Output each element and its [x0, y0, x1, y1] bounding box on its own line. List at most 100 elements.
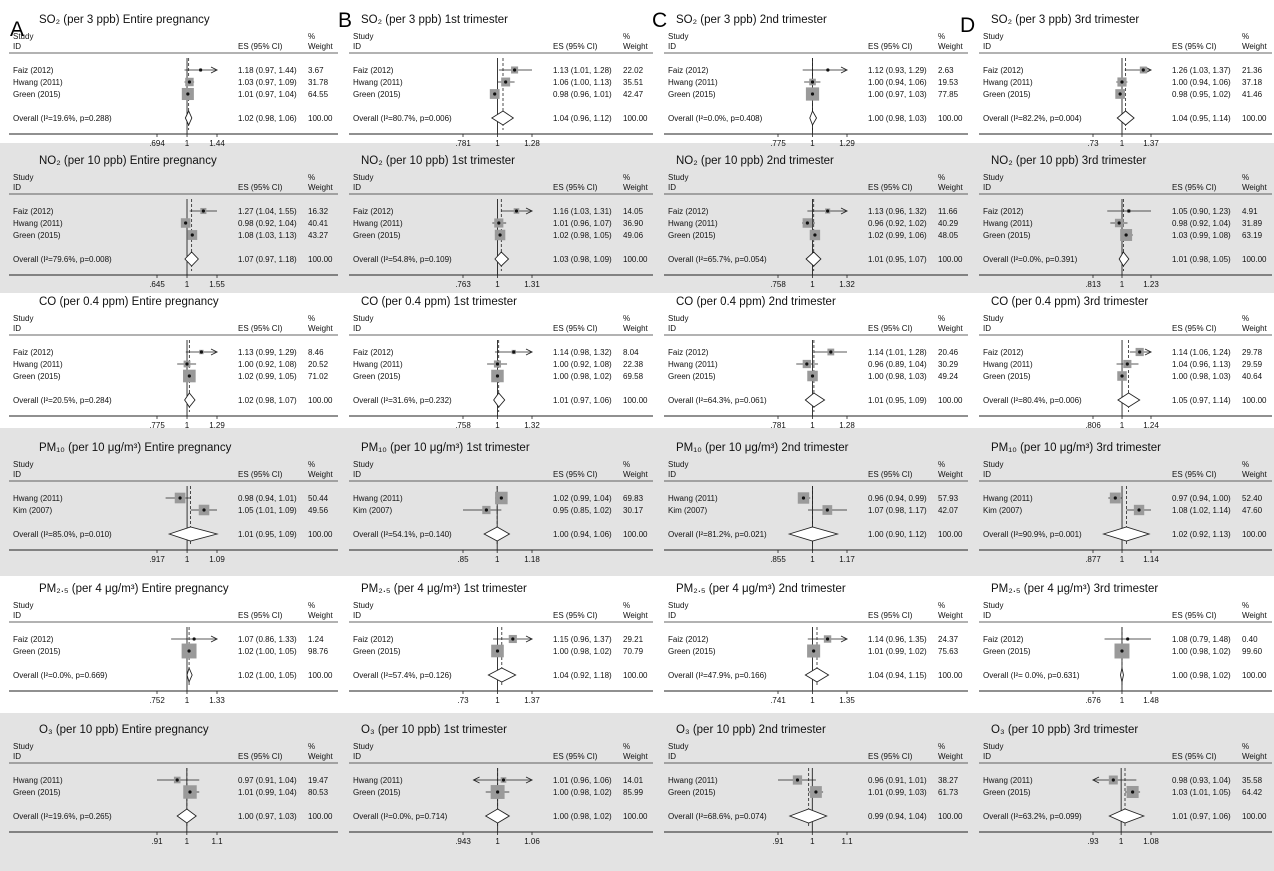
study-estimate: 1.07 (0.98, 1.17)	[868, 506, 927, 515]
point-estimate	[188, 790, 192, 794]
study-weight: 75.63	[938, 647, 959, 656]
overall-label: Overall (I²=90.9%, p=0.001)	[983, 530, 1082, 539]
study-weight: 98.76	[308, 647, 329, 656]
x-tick-label: 1	[1120, 139, 1125, 148]
overall-weight: 100.00	[1242, 530, 1267, 539]
header-es: ES (95% CI)	[553, 42, 598, 51]
study-estimate: 0.98 (0.94, 1.01)	[238, 494, 297, 503]
study-estimate: 1.14 (1.01, 1.28)	[868, 348, 927, 357]
header-weight: Weight	[1242, 324, 1268, 333]
header-percent: %	[1242, 460, 1249, 469]
forest-plot-panel: NO₂ (per 10 ppb) Entire pregnancy Study ID…	[5, 149, 340, 292]
header-weight: Weight	[938, 611, 964, 620]
arrow-right-icon	[840, 207, 849, 215]
forest-plot-svg: PM₂.₅ (per 4 μg/m³) 1st trimester StudyID…	[349, 583, 653, 705]
study-label: Kim (2007)	[13, 506, 52, 515]
study-label: Hwang (2011)	[353, 776, 403, 785]
study-estimate: 1.13 (0.96, 1.32)	[868, 207, 927, 216]
study-estimate: 1.01 (0.97, 1.04)	[238, 90, 297, 99]
panel-title: PM₂.₅ (per 4 μg/m³) 2nd trimester	[676, 583, 846, 595]
overall-label: Overall (I²=19.6%, p=0.288)	[13, 114, 112, 123]
x-tick-label: .781	[455, 139, 471, 148]
study-weight: 1.24	[308, 635, 324, 644]
study-estimate: 1.00 (0.94, 1.06)	[1172, 78, 1231, 87]
study-label: Green (2015)	[353, 90, 401, 99]
study-weight: 14.01	[623, 776, 644, 785]
header-id: ID	[13, 324, 21, 333]
header-percent: %	[308, 742, 315, 751]
study-estimate: 1.14 (0.98, 1.32)	[553, 348, 612, 357]
point-estimate	[810, 374, 815, 378]
header-es: ES (95% CI)	[238, 42, 283, 51]
header-study: Study	[353, 460, 373, 469]
x-tick-label: .806	[1085, 421, 1101, 430]
point-estimate	[185, 362, 189, 366]
header-es: ES (95% CI)	[868, 470, 913, 479]
header-id: ID	[983, 42, 991, 51]
study-weight: 71.02	[308, 372, 329, 381]
row-band	[0, 143, 1274, 293]
study-estimate: 1.07 (0.86, 1.33)	[238, 635, 297, 644]
point-estimate	[1118, 92, 1122, 96]
overall-diamond	[184, 392, 196, 408]
overall-estimate: 1.00 (0.90, 1.12)	[868, 530, 927, 539]
overall-diamond	[1102, 526, 1151, 542]
study-estimate: 1.01 (0.99, 1.03)	[868, 788, 927, 797]
point-estimate	[499, 496, 503, 500]
arrow-left-icon	[1091, 776, 1100, 784]
header-study: Study	[353, 742, 373, 751]
header-percent: %	[1242, 742, 1249, 751]
header-weight: Weight	[623, 470, 649, 479]
panel-title: NO₂ (per 10 ppb) 1st trimester	[361, 155, 515, 167]
x-tick-label: 1.1	[211, 837, 223, 846]
x-tick-label: 1	[810, 555, 815, 564]
forest-plot-svg: NO₂ (per 10 ppb) Entire pregnancy StudyID…	[9, 155, 338, 289]
forest-plot-svg: PM₁₀ (per 10 μg/m³) Entire pregnancy Stud…	[9, 442, 338, 564]
study-weight: 49.06	[623, 231, 644, 240]
study-label: Green (2015)	[983, 231, 1031, 240]
x-tick-label: .775	[149, 421, 165, 430]
study-label: Hwang (2011)	[13, 78, 63, 87]
x-tick-label: 1	[185, 696, 190, 705]
x-tick-label: 1.37	[524, 696, 540, 705]
study-estimate: 1.27 (1.04, 1.55)	[238, 207, 297, 216]
x-tick-label: 1.55	[209, 280, 225, 289]
overall-estimate: 1.04 (0.92, 1.18)	[553, 671, 612, 680]
study-label: Faiz (2012)	[668, 207, 709, 216]
x-tick-label: 1.48	[1143, 696, 1159, 705]
header-percent: %	[623, 460, 630, 469]
overall-label: Overall (I²=20.5%, p=0.284)	[13, 396, 112, 405]
overall-estimate: 1.00 (0.98, 1.02)	[1172, 671, 1231, 680]
overall-diamond	[487, 667, 517, 683]
study-label: Hwang (2011)	[13, 219, 63, 228]
header-percent: %	[938, 314, 945, 323]
study-estimate: 1.00 (0.92, 1.08)	[553, 360, 612, 369]
header-weight: Weight	[1242, 42, 1268, 51]
forest-plot-svg: PM₁₀ (per 10 μg/m³) 3rd trimester StudyID…	[979, 442, 1272, 564]
x-tick-label: 1	[1120, 280, 1125, 289]
arrow-right-icon	[525, 776, 534, 784]
overall-weight: 100.00	[308, 671, 333, 680]
study-estimate: 1.03 (1.01, 1.05)	[1172, 788, 1231, 797]
arrow-right-icon	[210, 66, 219, 74]
overall-estimate: 1.01 (0.95, 1.07)	[868, 255, 927, 264]
overall-weight: 100.00	[938, 812, 963, 821]
overall-weight: 100.00	[938, 255, 963, 264]
study-weight: 19.47	[308, 776, 329, 785]
x-tick-label: 1.09	[209, 555, 225, 564]
study-label: Faiz (2012)	[983, 635, 1024, 644]
panel-title: PM₂.₅ (per 4 μg/m³) Entire pregnancy	[39, 583, 229, 595]
study-label: Faiz (2012)	[13, 348, 54, 357]
x-tick-label: 1.31	[524, 280, 540, 289]
overall-diamond	[804, 667, 830, 683]
study-estimate: 1.01 (0.99, 1.02)	[868, 647, 927, 656]
x-tick-label: 1.32	[524, 421, 540, 430]
study-estimate: 1.00 (0.94, 1.06)	[868, 78, 927, 87]
header-study: Study	[13, 742, 33, 751]
header-id: ID	[353, 183, 361, 192]
x-tick-label: .813	[1085, 280, 1101, 289]
point-estimate	[1120, 649, 1124, 653]
